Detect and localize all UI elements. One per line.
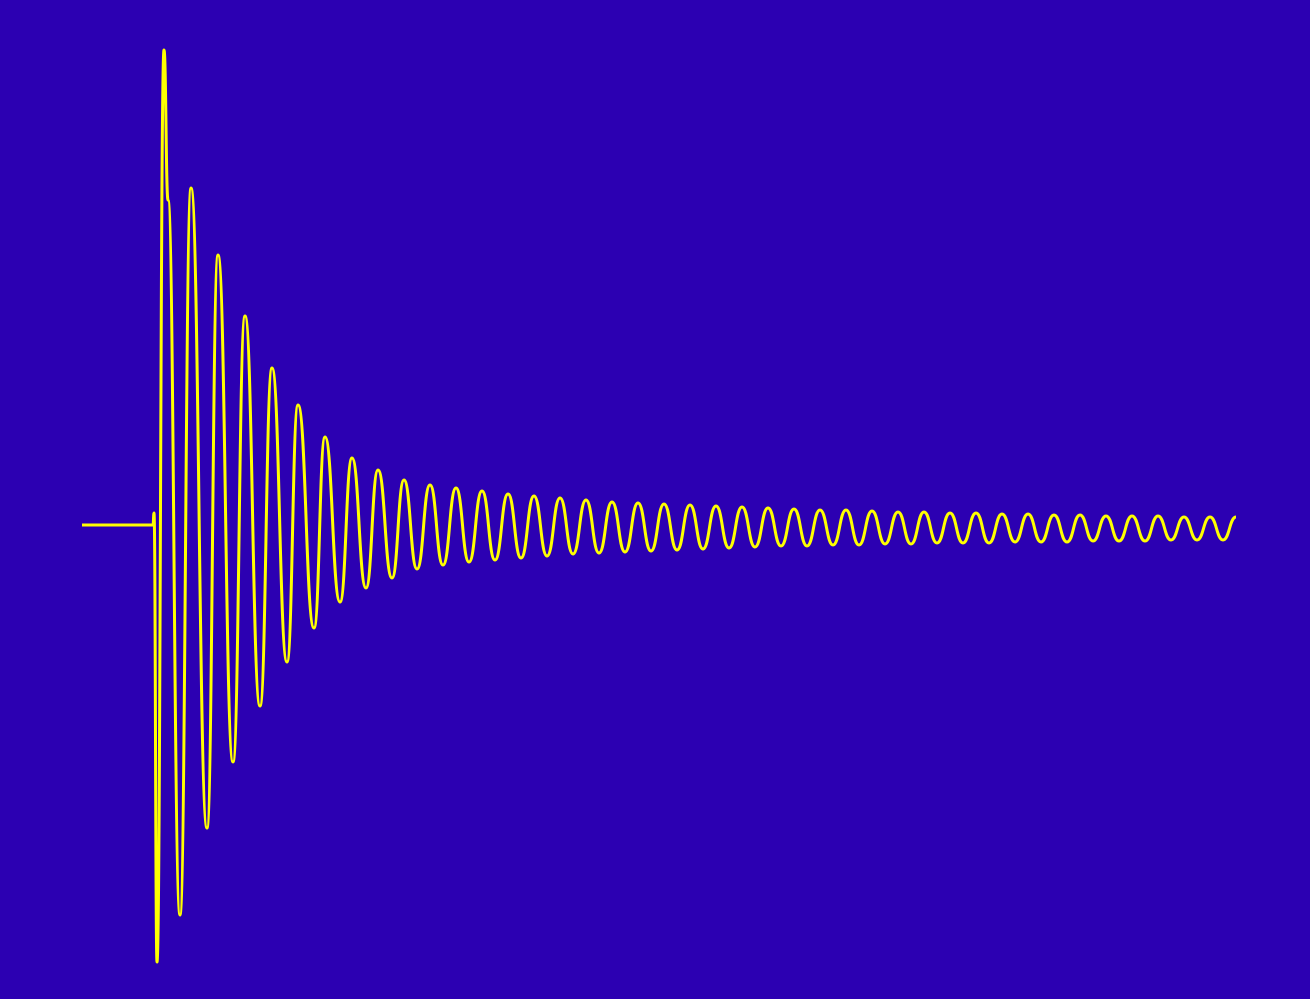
waveform <box>82 48 1237 964</box>
